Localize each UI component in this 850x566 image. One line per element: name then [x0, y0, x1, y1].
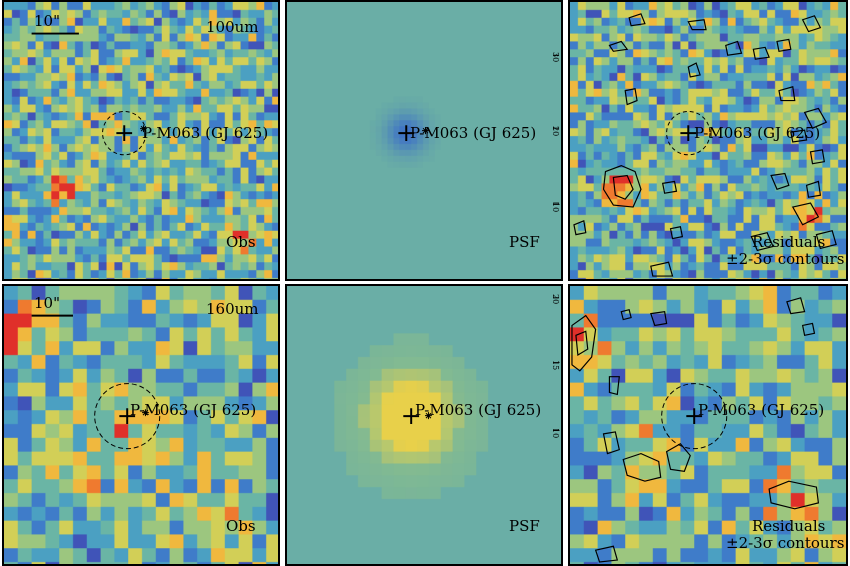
residual-contours: [571, 297, 820, 563]
overlay-160um-psf: [403, 297, 560, 431]
target-label: P-M063 (GJ 625): [698, 401, 825, 419]
panel-160um-obs: 10" 160um P-M063 (GJ 625) Obs: [2, 284, 280, 566]
band-label: 100um: [206, 18, 259, 36]
residual-image-160um: [570, 286, 846, 564]
plus-marker: [398, 125, 415, 141]
scale-bar-label: 10": [34, 12, 60, 30]
psf-image-160um: [287, 286, 561, 564]
plus-marker: [686, 408, 703, 425]
panel-100um-psf: 30 20 10 P-M063 (GJ 625) PSF: [285, 0, 563, 281]
right-axis-ticks: [553, 297, 560, 431]
right-axis-ticks: [553, 54, 560, 204]
contours-label: ±2-3σ contours: [726, 250, 845, 268]
aperture-circle: [666, 110, 711, 156]
star-marker: [140, 125, 147, 133]
band-label: 160um: [206, 300, 259, 318]
panel-160um-psf: 20 15 10 P-M063 (GJ 625) PSF: [285, 284, 563, 566]
overlay-100um-obs: [31, 32, 147, 156]
tick-label: 20: [551, 294, 560, 305]
psf-image-100um: [287, 2, 561, 279]
residuals-label: Residuals: [752, 517, 826, 535]
tick-label: 30: [551, 52, 560, 63]
star-marker: [424, 412, 432, 420]
panel-100um-residuals: P-M063 (GJ 625) Residuals ±2-3σ contours: [568, 0, 848, 281]
psf-label: PSF: [509, 517, 540, 535]
star-marker: [422, 127, 429, 135]
tick-label: 15: [551, 360, 560, 371]
plus-marker: [403, 408, 420, 425]
panel-160um-residuals: P-M063 (GJ 625) Residuals ±2-3σ contours: [568, 284, 848, 566]
star-marker: [141, 409, 149, 417]
psf-label: PSF: [509, 233, 540, 251]
obs-label: Obs: [226, 233, 256, 251]
plus-marker: [116, 125, 133, 141]
plus-marker: [119, 408, 136, 425]
tick-label: 20: [551, 126, 560, 137]
tick-label: 10: [551, 428, 560, 439]
target-label: P-M063 (GJ 625): [142, 124, 269, 142]
plus-marker: [680, 125, 697, 141]
target-label: P-M063 (GJ 625): [694, 124, 821, 142]
target-label: P-M063 (GJ 625): [415, 401, 542, 419]
scale-bar-label: 10": [34, 294, 60, 312]
overlay-100um-res: [573, 13, 837, 277]
obs-image-100um: [4, 2, 278, 279]
residuals-label: Residuals: [752, 233, 826, 251]
contours-label: ±2-3σ contours: [726, 534, 845, 552]
target-label: P-M063 (GJ 625): [130, 401, 257, 419]
obs-label: Obs: [226, 517, 256, 535]
overlay-160um-obs: [31, 314, 161, 450]
overlay-160um-res: [571, 297, 820, 563]
target-label: P-M063 (GJ 625): [410, 124, 537, 142]
panel-100um-obs: 10" 100um P-M063 (GJ 625) Obs: [2, 0, 280, 281]
overlay-100um-psf: [398, 54, 560, 204]
tick-label: 10: [551, 202, 560, 213]
aperture-circle: [102, 110, 147, 156]
aperture-circle: [661, 383, 728, 450]
obs-image-160um: [4, 286, 278, 564]
residual-contours: [573, 13, 837, 277]
